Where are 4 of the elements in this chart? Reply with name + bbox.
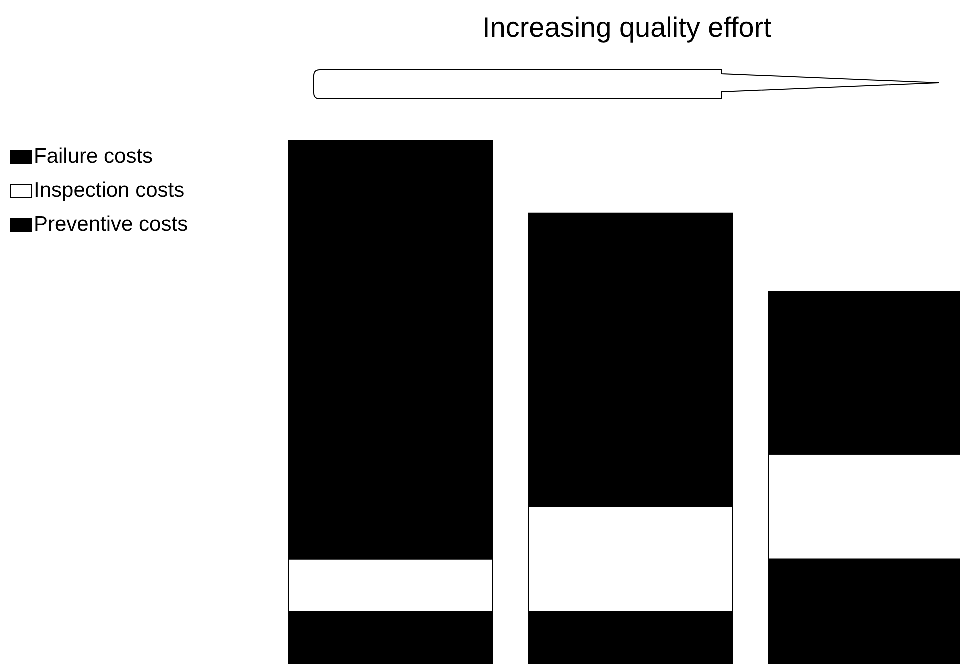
legend-label: Failure costs: [34, 144, 154, 170]
chart-title: Increasing quality effort: [482, 12, 772, 44]
legend-label: Inspection costs: [34, 178, 185, 204]
legend-label: Preventive costs: [34, 212, 188, 238]
